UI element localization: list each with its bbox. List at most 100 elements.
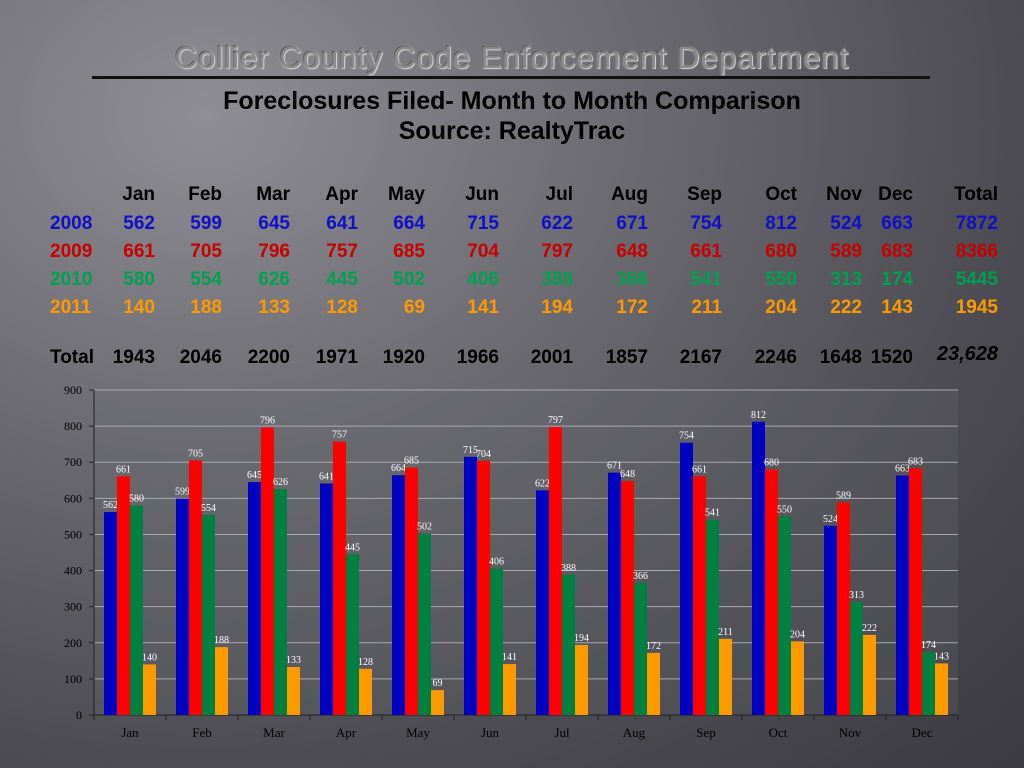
bar (490, 568, 503, 715)
bar (143, 664, 156, 715)
bar (418, 533, 431, 715)
table-cell: 754 (690, 213, 722, 234)
month-total: 1971 (315, 347, 358, 368)
month-header: Jul (545, 184, 573, 205)
row-total: 7872 (955, 213, 998, 234)
table-cell: 685 (393, 241, 425, 262)
table-cell: 69 (403, 297, 425, 318)
table-cell: 580 (123, 269, 155, 290)
table-cell: 406 (467, 269, 499, 290)
month-total: 1920 (382, 347, 425, 368)
bar (503, 664, 516, 715)
month-total: 1520 (870, 347, 913, 368)
data-label: 69 (433, 678, 443, 689)
month-total: 1943 (112, 347, 155, 368)
table-cell: 812 (765, 213, 797, 234)
data-label: 589 (836, 490, 851, 501)
x-tick-label: Jun (481, 725, 500, 740)
data-label: 128 (358, 657, 373, 668)
row-year-label: 2008 (50, 213, 93, 234)
table-cell: 128 (326, 297, 358, 318)
x-tick-label: Nov (839, 725, 862, 740)
page-title: Collier County Code Enforcement Departme… (174, 40, 850, 75)
bar (896, 475, 909, 715)
bar (752, 421, 765, 715)
table-cell: 143 (881, 297, 913, 318)
data-label: 599 (175, 487, 190, 498)
table-cell: 388 (541, 269, 573, 290)
bar (575, 644, 588, 715)
page-subtitle: Foreclosures Filed- Month to Month Compa… (0, 86, 1024, 146)
table-cell: 796 (258, 241, 290, 262)
table-cell: 172 (616, 297, 648, 318)
table-cell: 133 (258, 297, 290, 318)
bar (346, 554, 359, 715)
month-total: 2246 (754, 347, 797, 368)
month-header: Nov (826, 184, 862, 205)
data-label: 550 (777, 504, 792, 515)
table-cell: 141 (467, 297, 499, 318)
data-label: 661 (692, 464, 707, 475)
data-label: 622 (535, 478, 550, 489)
y-tick-label: 200 (64, 636, 82, 650)
bar (215, 647, 228, 715)
data-label: 671 (607, 461, 622, 472)
x-tick-label: Dec (912, 725, 933, 740)
month-total: 2001 (530, 347, 573, 368)
title-underline (92, 76, 930, 79)
month-header: Aug (611, 184, 648, 205)
table-header-row: Jan Feb Mar Apr May Jun Jul Aug Sep Oct Nov Dec Tota… (0, 184, 1024, 210)
data-label: 580 (129, 494, 144, 505)
data-label: 661 (116, 464, 131, 475)
month-header: Oct (765, 184, 797, 205)
bar (562, 574, 575, 715)
source-line: Source: RealtyTrac (398, 117, 626, 145)
table-cell: 194 (541, 297, 573, 318)
data-label: 313 (849, 590, 864, 601)
data-label: 133 (286, 655, 301, 666)
data-label: 222 (862, 623, 877, 634)
table-cell: 683 (881, 241, 913, 262)
table-cell: 188 (190, 297, 222, 318)
row-total: 5445 (955, 269, 998, 290)
data-label: 562 (103, 500, 118, 511)
table-cell: 797 (541, 241, 573, 262)
table-cell: 366 (616, 269, 648, 290)
bar (680, 442, 693, 715)
x-tick-label: May (406, 725, 430, 740)
bar (202, 514, 215, 715)
x-tick-label: Sep (696, 725, 716, 740)
table-cell: 645 (258, 213, 290, 234)
month-total: 1857 (605, 347, 648, 368)
data-label: 406 (489, 556, 504, 567)
x-tick-label: Apr (336, 725, 357, 740)
bar (359, 668, 372, 715)
data-label: 704 (476, 449, 491, 460)
table-cell: 648 (616, 241, 648, 262)
row-total: 8366 (955, 241, 998, 262)
bar (392, 475, 405, 715)
data-label: 797 (548, 415, 563, 426)
bar (464, 456, 477, 715)
table-cell: 715 (467, 213, 499, 234)
data-label: 680 (764, 457, 779, 468)
table-cell: 222 (830, 297, 862, 318)
bar (536, 490, 549, 715)
bar (320, 483, 333, 715)
data-label: 204 (790, 629, 805, 640)
data-label: 685 (404, 456, 419, 467)
table-cell: 550 (765, 269, 797, 290)
data-label: 663 (895, 464, 910, 475)
month-total: 1966 (456, 347, 499, 368)
month-header: Mar (256, 184, 290, 205)
bar (261, 427, 274, 715)
bar (850, 601, 863, 715)
y-tick-label: 900 (64, 383, 82, 397)
table-cell: 680 (765, 241, 797, 262)
month-total: 1648 (819, 347, 862, 368)
bar (549, 427, 562, 715)
bar (405, 467, 418, 715)
table-cell: 622 (541, 213, 573, 234)
bar (274, 488, 287, 715)
table-cell: 140 (123, 297, 155, 318)
